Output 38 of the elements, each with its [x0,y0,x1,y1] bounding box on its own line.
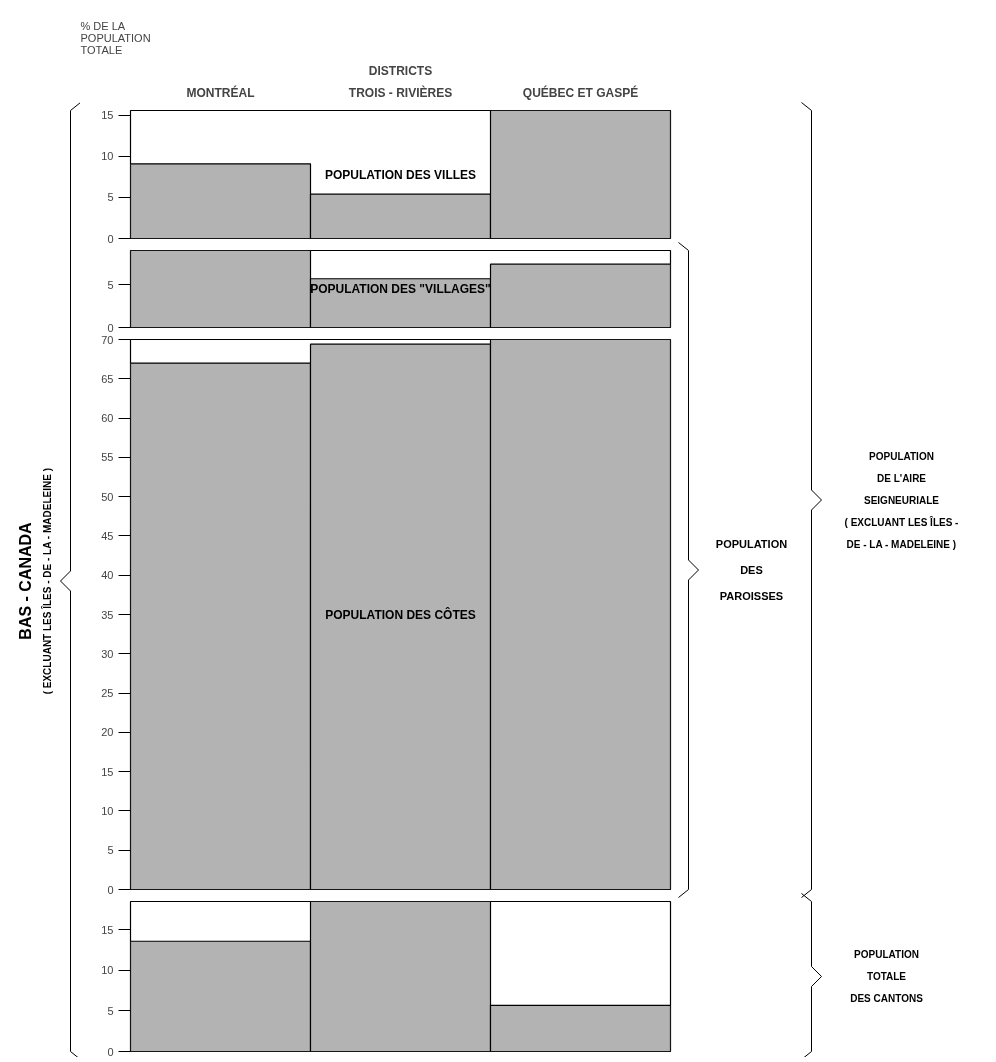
y-tick-label: 50 [101,490,114,503]
y-tick-label: 0 [107,1045,114,1058]
y-tick-label: 70 [101,333,114,346]
annotation: POPULATION DES VILLES [324,167,477,182]
y-tick-label: 55 [101,451,114,464]
y-tick-label: 35 [101,608,114,621]
text: BAS - CANADA [17,521,34,640]
annotation: POPULATION DES CÔTES [325,606,476,622]
y-tick-label: 0 [107,321,114,334]
y-tick-label: 30 [101,647,114,660]
text: ( EXCLUANT LES ÎLES - DE - LA - MADELEINE ) [41,468,53,695]
y-tick-label: 40 [101,569,114,582]
y-tick-label: 15 [101,923,114,936]
y-tick-label: 10 [101,150,114,163]
x-tick-label: MONTRÉAL [186,84,255,100]
y-tick-label: 15 [101,109,114,122]
y-tick-label: 0 [107,883,114,896]
y-axis-title: % DE LA POPULATION TOTALE [80,19,151,56]
x-tick-label: TROIS - RIVIÈRES [348,84,453,100]
y-tick-label: 0 [107,232,114,245]
text: POPULATION DE L'AIRE SEIGNEURIALE ( EXCLUANT LES ÎLES - DE - LA - MADELEINE ) [844,450,959,550]
y-tick-label: 65 [101,372,114,385]
text: POPULATION TOTALE DES CANTONS [850,949,924,1004]
x-tick-label: QUÉBEC ET GASPÉ [522,84,639,100]
y-tick-label: 5 [107,191,114,204]
y-tick-label: 45 [101,529,114,542]
y-tick-label: 10 [101,804,114,817]
y-tick-label: 5 [107,278,114,291]
y-tick-label: 60 [101,412,114,425]
y-tick-label: 20 [101,726,114,739]
y-tick-label: 5 [107,844,114,857]
y-tick-label: 10 [101,964,114,977]
y-tick-label: 15 [101,765,114,778]
y-tick-label: 5 [107,1004,114,1017]
x-axis-title: DISTRICTS [368,63,433,78]
y-tick-label: 25 [101,687,114,700]
text: POPULATION DES PAROISSES [715,537,788,603]
annotation: POPULATION DES "VILLAGES" [310,282,491,296]
